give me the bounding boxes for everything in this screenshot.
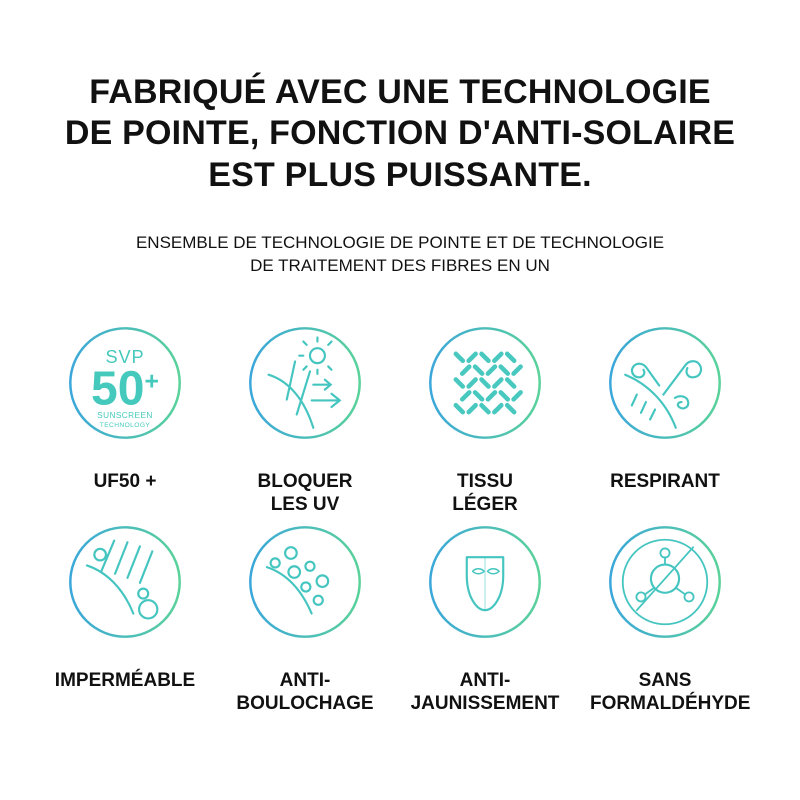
svg-text:50+: 50+ xyxy=(91,363,159,416)
svg-text:SUNSCREEN: SUNSCREEN xyxy=(97,411,153,420)
svg-text:TECHNOLOGY: TECHNOLOGY xyxy=(100,422,151,429)
